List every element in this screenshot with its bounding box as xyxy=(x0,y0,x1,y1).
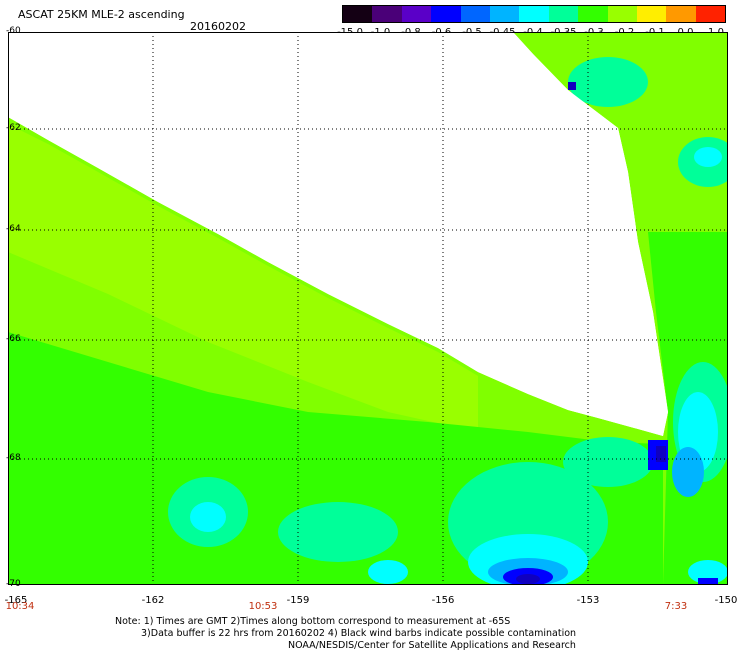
patch-right-deep-3 xyxy=(568,82,576,90)
longitude-label: -150 xyxy=(714,595,738,606)
patch-right-teal-1 xyxy=(568,57,648,107)
color-scale-segment xyxy=(519,6,549,22)
footer-note-1: Note: 1) Times are GMT 2)Times along bot… xyxy=(115,616,511,627)
footer-note-2: 3)Data buffer is 22 hrs from 20160202 4)… xyxy=(141,628,577,639)
graticule xyxy=(8,32,728,585)
latitude-label: -64 xyxy=(6,224,21,234)
footer-credit: NOAA/NESDIS/Center for Satellite Applica… xyxy=(288,640,576,651)
patch-blue-2 xyxy=(516,574,540,584)
latitude-label: -68 xyxy=(6,453,21,463)
patch-teal-4 xyxy=(563,437,653,487)
measurement-time-label: 10:53 xyxy=(248,601,278,612)
longitude-label: -162 xyxy=(141,595,165,606)
color-scale-segment xyxy=(489,6,520,22)
longitude-label: -156 xyxy=(431,595,455,606)
longitude-label: -165 xyxy=(4,595,28,606)
color-scale-segment xyxy=(460,6,490,22)
color-scale-segment xyxy=(431,6,461,22)
color-scale-segment xyxy=(372,6,402,22)
color-scale-segment xyxy=(607,6,637,22)
patch-teal-2 xyxy=(278,502,398,562)
latitude-label: -62 xyxy=(6,123,21,133)
color-scale-segment xyxy=(548,6,579,22)
latitude-label: -66 xyxy=(6,334,21,344)
color-scale-segment xyxy=(343,6,373,22)
image-date: 20160202 xyxy=(190,20,246,33)
measurement-time-label: 10:34 xyxy=(5,601,35,612)
color-scale-segment xyxy=(666,6,696,22)
map-frame xyxy=(8,32,728,585)
patch-right-deep-4 xyxy=(698,578,718,585)
color-scale-segment xyxy=(695,6,726,22)
longitude-label: -159 xyxy=(286,595,310,606)
color-scale-segment xyxy=(578,6,608,22)
swath-gap xyxy=(8,32,668,436)
color-scale-segment xyxy=(401,6,432,22)
patch-cyan-3 xyxy=(368,560,408,584)
image-title: ASCAT 25KM MLE-2 ascending xyxy=(18,8,185,21)
longitude-label: -153 xyxy=(576,595,600,606)
latitude-label: -70 xyxy=(6,579,21,589)
color-scale-bar xyxy=(342,5,726,23)
measurement-time-label: 7:33 xyxy=(664,601,688,612)
color-scale-segment xyxy=(636,6,667,22)
latitude-label: -60 xyxy=(6,26,21,36)
patch-cyan-1 xyxy=(190,502,226,532)
swath-map xyxy=(8,32,728,585)
patch-right-sky-1 xyxy=(672,447,704,497)
patch-right-deep-2 xyxy=(656,446,666,462)
patch-right-cyan-1 xyxy=(694,147,722,167)
swath-upper-belt xyxy=(8,124,478,432)
